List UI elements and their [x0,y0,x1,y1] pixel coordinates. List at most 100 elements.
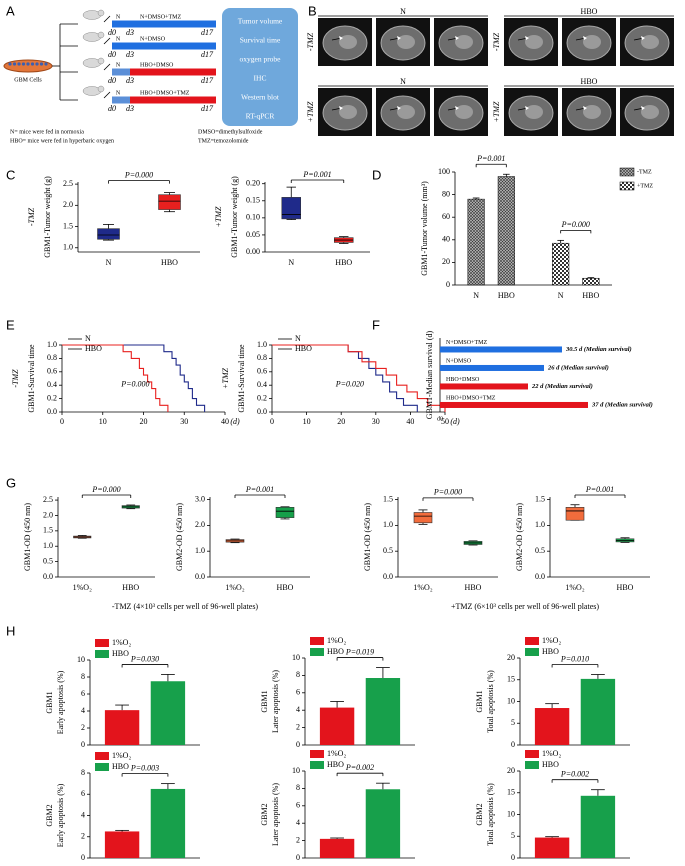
x-tick-label: 1%O₂ [565,583,584,592]
y-tick-label: 10 [507,696,515,705]
p-value: P=0.000 [433,488,462,497]
x-tick-label: 20 [140,417,148,426]
mouse-head [97,9,105,17]
x-axis-label: (d) [450,417,460,426]
legend-swatch [95,763,109,771]
bar [580,795,616,858]
y-tick-label: 0.8 [257,353,267,362]
row-label: +TMZ [221,367,230,389]
day-label: d3 [126,28,134,37]
arrow-head [339,36,343,40]
day-label: d17 [201,76,214,85]
group-tag: N [116,90,121,96]
p-value: P=0.000 [124,170,153,179]
x-tick-label: HBO [465,583,482,592]
x-tick-label: N [558,291,564,300]
y-tick-label: 10 [507,809,515,818]
y-tick-label: 1.0 [63,243,73,252]
x-tick-label: 50 [441,417,449,426]
x-tick-label: 1%O₂ [225,583,244,592]
legend-label: N [295,334,301,343]
y-tick-label: 0.0 [535,572,545,581]
mouse-head [97,85,105,93]
legend-label: HBO [327,760,344,769]
syringe [103,15,111,23]
y-axis-label: GBM2 [45,804,54,826]
group-label: N+DMSO [140,36,166,42]
petri-dish [3,59,53,73]
group-label: N+DMSO+TMZ [140,14,181,20]
y-axis-label: Early apoptosis (%) [56,670,65,734]
y-axis-label: Total apoptosis (%) [486,670,495,733]
brain-core [339,105,357,119]
y-tick-label: 2 [81,832,85,841]
readout: Western blot [241,93,280,102]
y-tick-label: 60 [442,212,450,221]
legend-swatch [95,639,109,647]
cell [12,62,17,66]
y-tick-label: 15 [507,788,515,797]
arrow-head [525,106,529,110]
legend-label: N [85,334,91,343]
brain-core [397,35,415,49]
readout: oxygen probe [239,55,281,64]
arrow-head [641,106,645,110]
brain-core [397,105,415,119]
cells-label: GBM Cells [14,77,42,83]
syringe [103,63,111,71]
legend-label: HBO [542,647,559,656]
day-label: d0 [108,104,116,113]
box [281,197,301,220]
x-tick-label: HBO [277,583,294,592]
column-header: N [400,77,406,86]
bar [467,198,485,286]
y-tick-label: 6 [296,688,300,697]
box [275,507,295,518]
y-tick-label: 0 [511,853,515,862]
row-label: +TMZ [214,206,223,228]
y-tick-label: 10 [292,766,300,775]
cell [21,62,26,66]
y-tick-label: 5 [511,831,515,840]
panel-label: H [6,623,15,638]
y-tick-label: 80 [442,189,450,198]
y-tick-label: 40 [442,235,450,244]
p-value: P=0.000 [120,379,149,388]
box [413,512,433,524]
y-tick-label: 1.5 [383,494,393,503]
y-tick-label: 3.0 [195,494,205,503]
x-tick-label: HBO [617,583,634,592]
p-value: P=0.020 [335,379,364,388]
p-value: P=0.002 [560,770,589,779]
panel-label: C [6,167,15,182]
value-label: 30.5 d (Median survival) [565,346,632,353]
y-tick-label: 2.0 [43,510,53,519]
y-axis-label: GBM1 [45,691,54,713]
bar-category: N+DMSO+TMZ [446,340,487,346]
mouse-head [97,31,105,39]
x-tick-label: 1%O₂ [413,583,432,592]
syringe [103,91,111,99]
legend-swatch [95,752,109,760]
y-tick-label: 1.0 [535,520,545,529]
y-tick-label: 0.05 [246,230,260,239]
y-tick-label: 0.6 [47,367,57,376]
p-value: P=0.001 [476,154,505,163]
brain-core [525,35,543,49]
y-tick-label: 0 [296,853,300,862]
arrow-head [397,106,401,110]
y-tick-label: 0.5 [43,556,53,565]
y-axis-label: GBM2-OD (450 nm) [175,503,184,571]
x-tick-label: HBO [582,291,599,300]
y-tick-label: 0.0 [47,407,57,416]
bar-category: HBO+DMSO [446,377,480,383]
y-tick-label: 0.00 [246,247,260,256]
caption: -TMZ (4×10³ cells per well of 96-well pl… [112,602,259,611]
bar [440,383,528,390]
y-tick-label: 100 [438,167,450,176]
brain-core [525,105,543,119]
y-axis-label: GBM1 [475,690,484,712]
survival-curve [62,344,169,412]
y-axis-label: GBM1-Survival time [237,344,246,413]
